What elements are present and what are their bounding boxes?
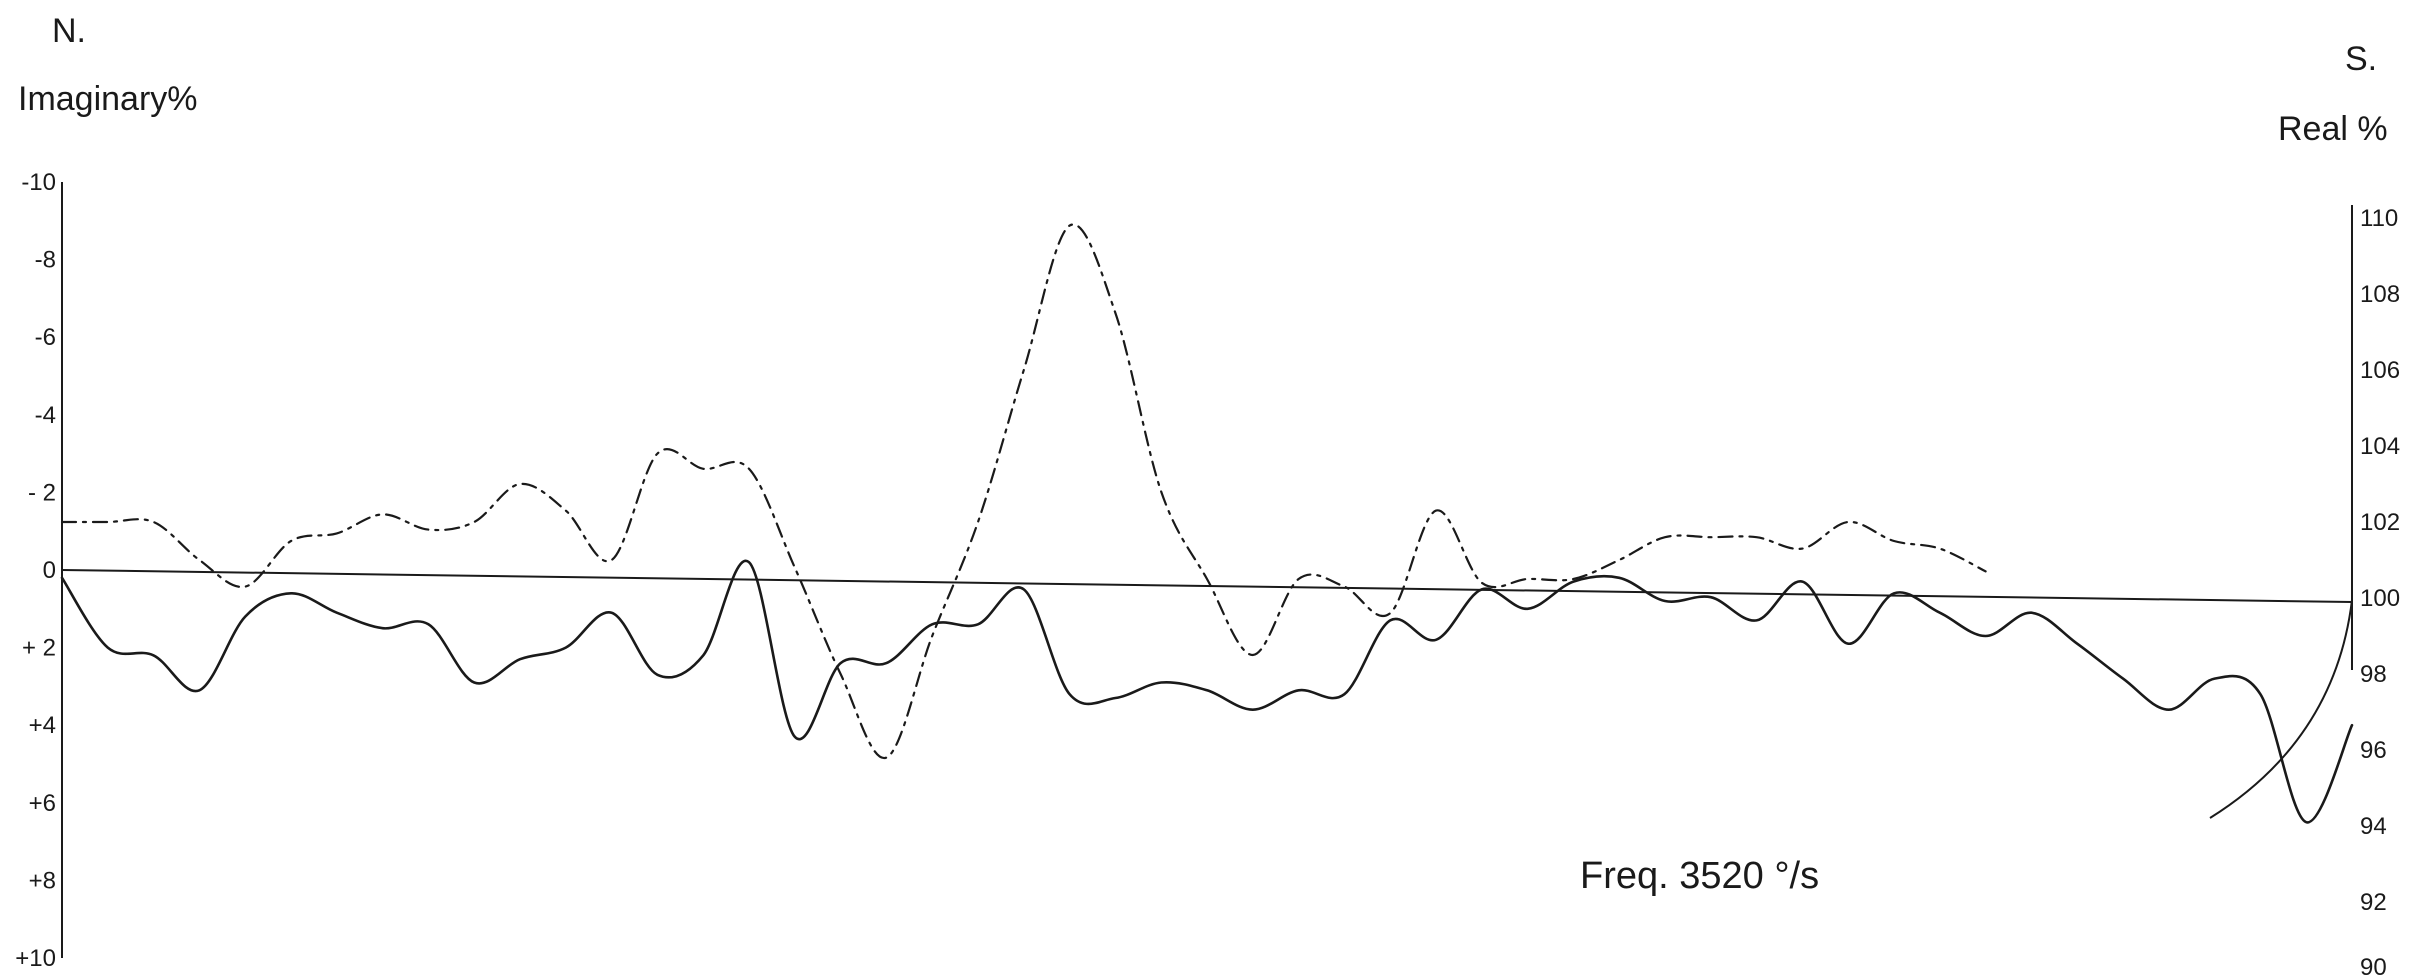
frequency-annotation: Freq. 3520 °/s (1580, 855, 1819, 897)
imaginary-series-line (60, 559, 2354, 824)
left-tick-label: +6 (29, 790, 56, 817)
right-tick-label: 94 (2360, 813, 2387, 840)
left-tick-label: 0 (43, 557, 56, 584)
left-tick-labels: -10 -8 -6 -4 - 2 0 + 2 +4 +6 +8 +10 (15, 169, 56, 972)
baseline (61, 569, 2353, 603)
left-tick-label: -4 (35, 402, 56, 429)
right-tick-label: 108 (2360, 281, 2400, 308)
right-corner-label: S. (2345, 40, 2377, 78)
real-series-line (60, 223, 1987, 759)
left-tick-label: +8 (29, 867, 56, 894)
left-tick-label: + 2 (22, 635, 56, 662)
right-tick-label: 100 (2360, 585, 2400, 612)
right-tick-label: 104 (2360, 433, 2400, 460)
series-layer (60, 223, 2354, 824)
left-corner-label: N. (52, 12, 86, 50)
right-tick-label: 96 (2360, 737, 2387, 764)
left-tick-label: -6 (35, 324, 56, 351)
axes (61, 182, 2353, 958)
left-tick-label: -8 (35, 247, 56, 274)
right-tick-labels: 90 92 94 96 98 100 102 104 106 108 110 (2360, 205, 2400, 980)
left-tick-label: -10 (21, 169, 56, 196)
left-tick-label: +10 (15, 945, 56, 972)
right-axis-title: Real % (2278, 110, 2388, 148)
left-axis-title: Imaginary% (18, 80, 198, 118)
right-tick-label: 102 (2360, 509, 2400, 536)
left-tick-label: +4 (29, 712, 56, 739)
left-tick-label: - 2 (28, 479, 56, 506)
right-tick-label: 98 (2360, 661, 2387, 688)
right-tick-label: 92 (2360, 889, 2387, 916)
right-axis-curve (2209, 599, 2353, 819)
right-tick-label: 110 (2360, 205, 2398, 232)
right-tick-label: 90 (2360, 954, 2387, 980)
right-tick-label: 106 (2360, 357, 2400, 384)
